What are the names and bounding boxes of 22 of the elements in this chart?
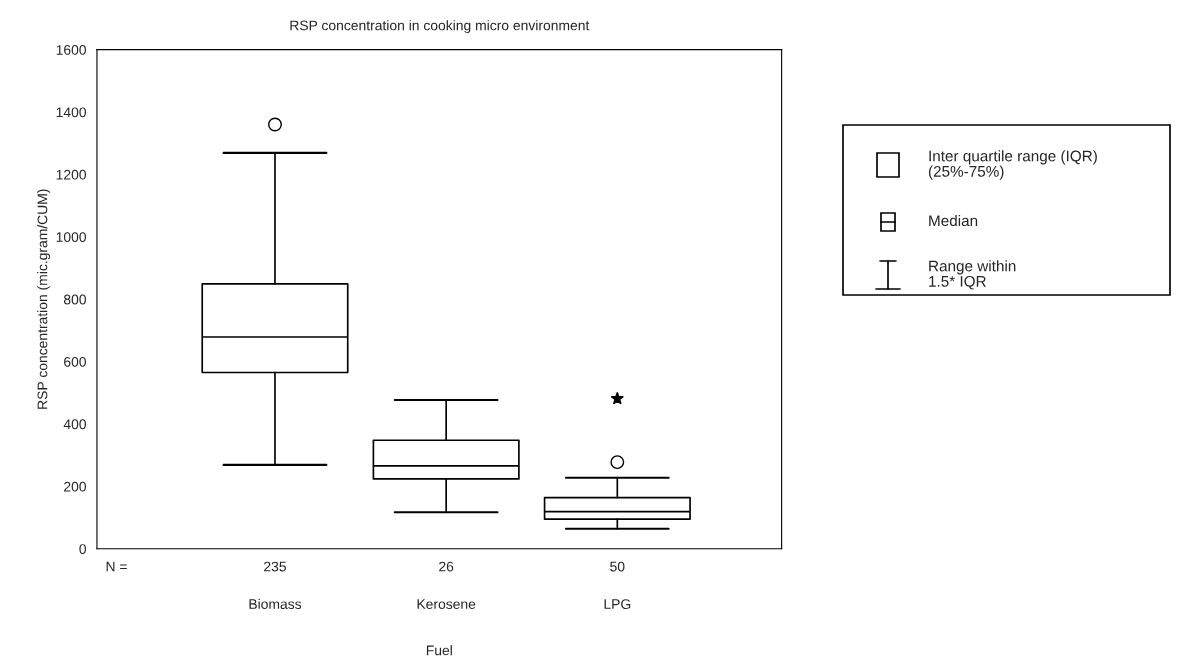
x-tick-label: Biomass <box>249 598 302 609</box>
text: Median <box>929 214 978 227</box>
text: 235 <box>264 561 286 572</box>
text: 26 <box>439 561 454 572</box>
x-tick-label: Kerosene <box>417 599 476 609</box>
text: Inter quartile range (IQR) (25%-75%) <box>928 150 1097 180</box>
text: 50 <box>610 561 625 572</box>
y-tick-label: 400 <box>63 419 86 430</box>
y-tick-label: 0 <box>79 544 86 554</box>
x-axis-title: Fuel <box>426 645 452 656</box>
x-tick-label: LPG <box>604 599 631 609</box>
y-axis-title: RSP concentration (mic.gram/CUM) <box>37 189 51 409</box>
text: Range within 1.5* IQR <box>929 260 1016 290</box>
y-tick-label: 1200 <box>56 169 86 180</box>
y-tick-label: 1000 <box>56 232 86 242</box>
y-tick-label: 1400 <box>56 107 86 118</box>
y-tick-label: 600 <box>64 356 86 367</box>
y-tick-label: 1600 <box>56 44 86 55</box>
y-tick-label: 200 <box>64 481 86 492</box>
chart-title: RSP concentration in cooking micro environment <box>290 20 590 34</box>
text: N = <box>106 561 127 572</box>
y-tick-label: 800 <box>63 294 86 305</box>
